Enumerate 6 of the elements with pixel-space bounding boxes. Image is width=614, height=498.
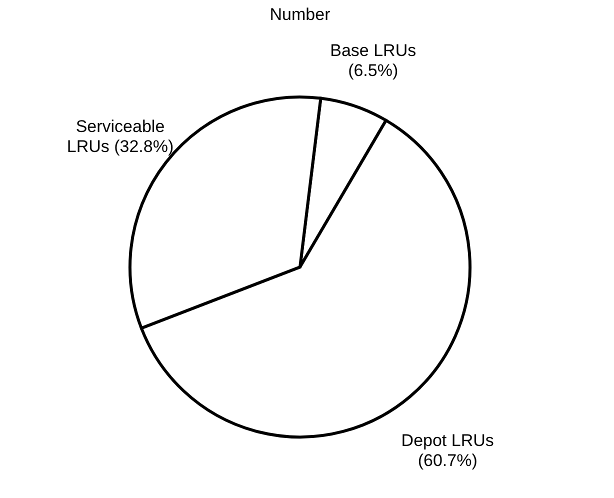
data-label: (60.7%) (418, 450, 478, 470)
slice-label: Serviceable LRUs (32.8%) (66, 116, 174, 156)
data-label: (6.5%) (348, 61, 398, 80)
slice-label: Base LRUs (330, 41, 416, 60)
slice-label: Depot LRUs (401, 430, 494, 450)
chart-title: Number (270, 5, 331, 24)
